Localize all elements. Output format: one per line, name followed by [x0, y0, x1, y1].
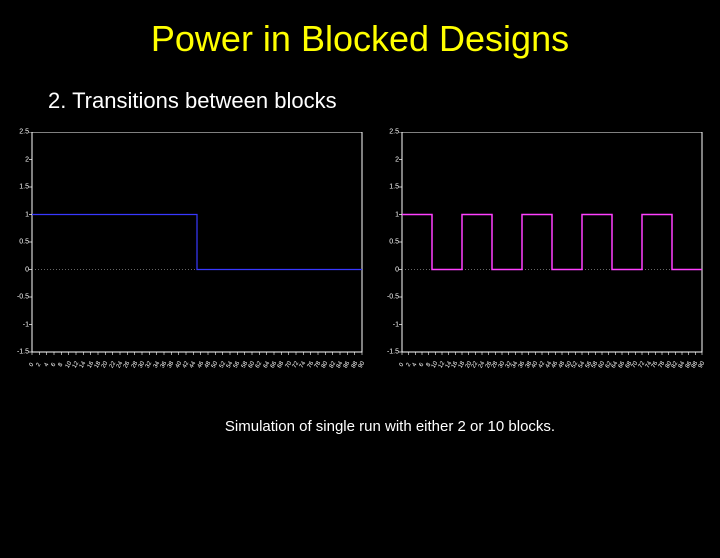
subtitle-text: Transitions between blocks — [72, 88, 337, 113]
slide-title: Power in Blocked Designs — [0, 18, 720, 60]
slide-subtitle: 2. Transitions between blocks — [48, 88, 720, 114]
subtitle-number: 2. — [48, 88, 72, 113]
left-chart: -1.5-1-0.500.511.522.5024681012141618202… — [10, 132, 370, 380]
right-chart: -1.5-1-0.500.511.522.5024681012141618202… — [380, 132, 710, 380]
chart-row: -1.5-1-0.500.511.522.5024681012141618202… — [0, 132, 720, 380]
slide-caption: Simulation of single run with either 2 o… — [60, 418, 720, 435]
